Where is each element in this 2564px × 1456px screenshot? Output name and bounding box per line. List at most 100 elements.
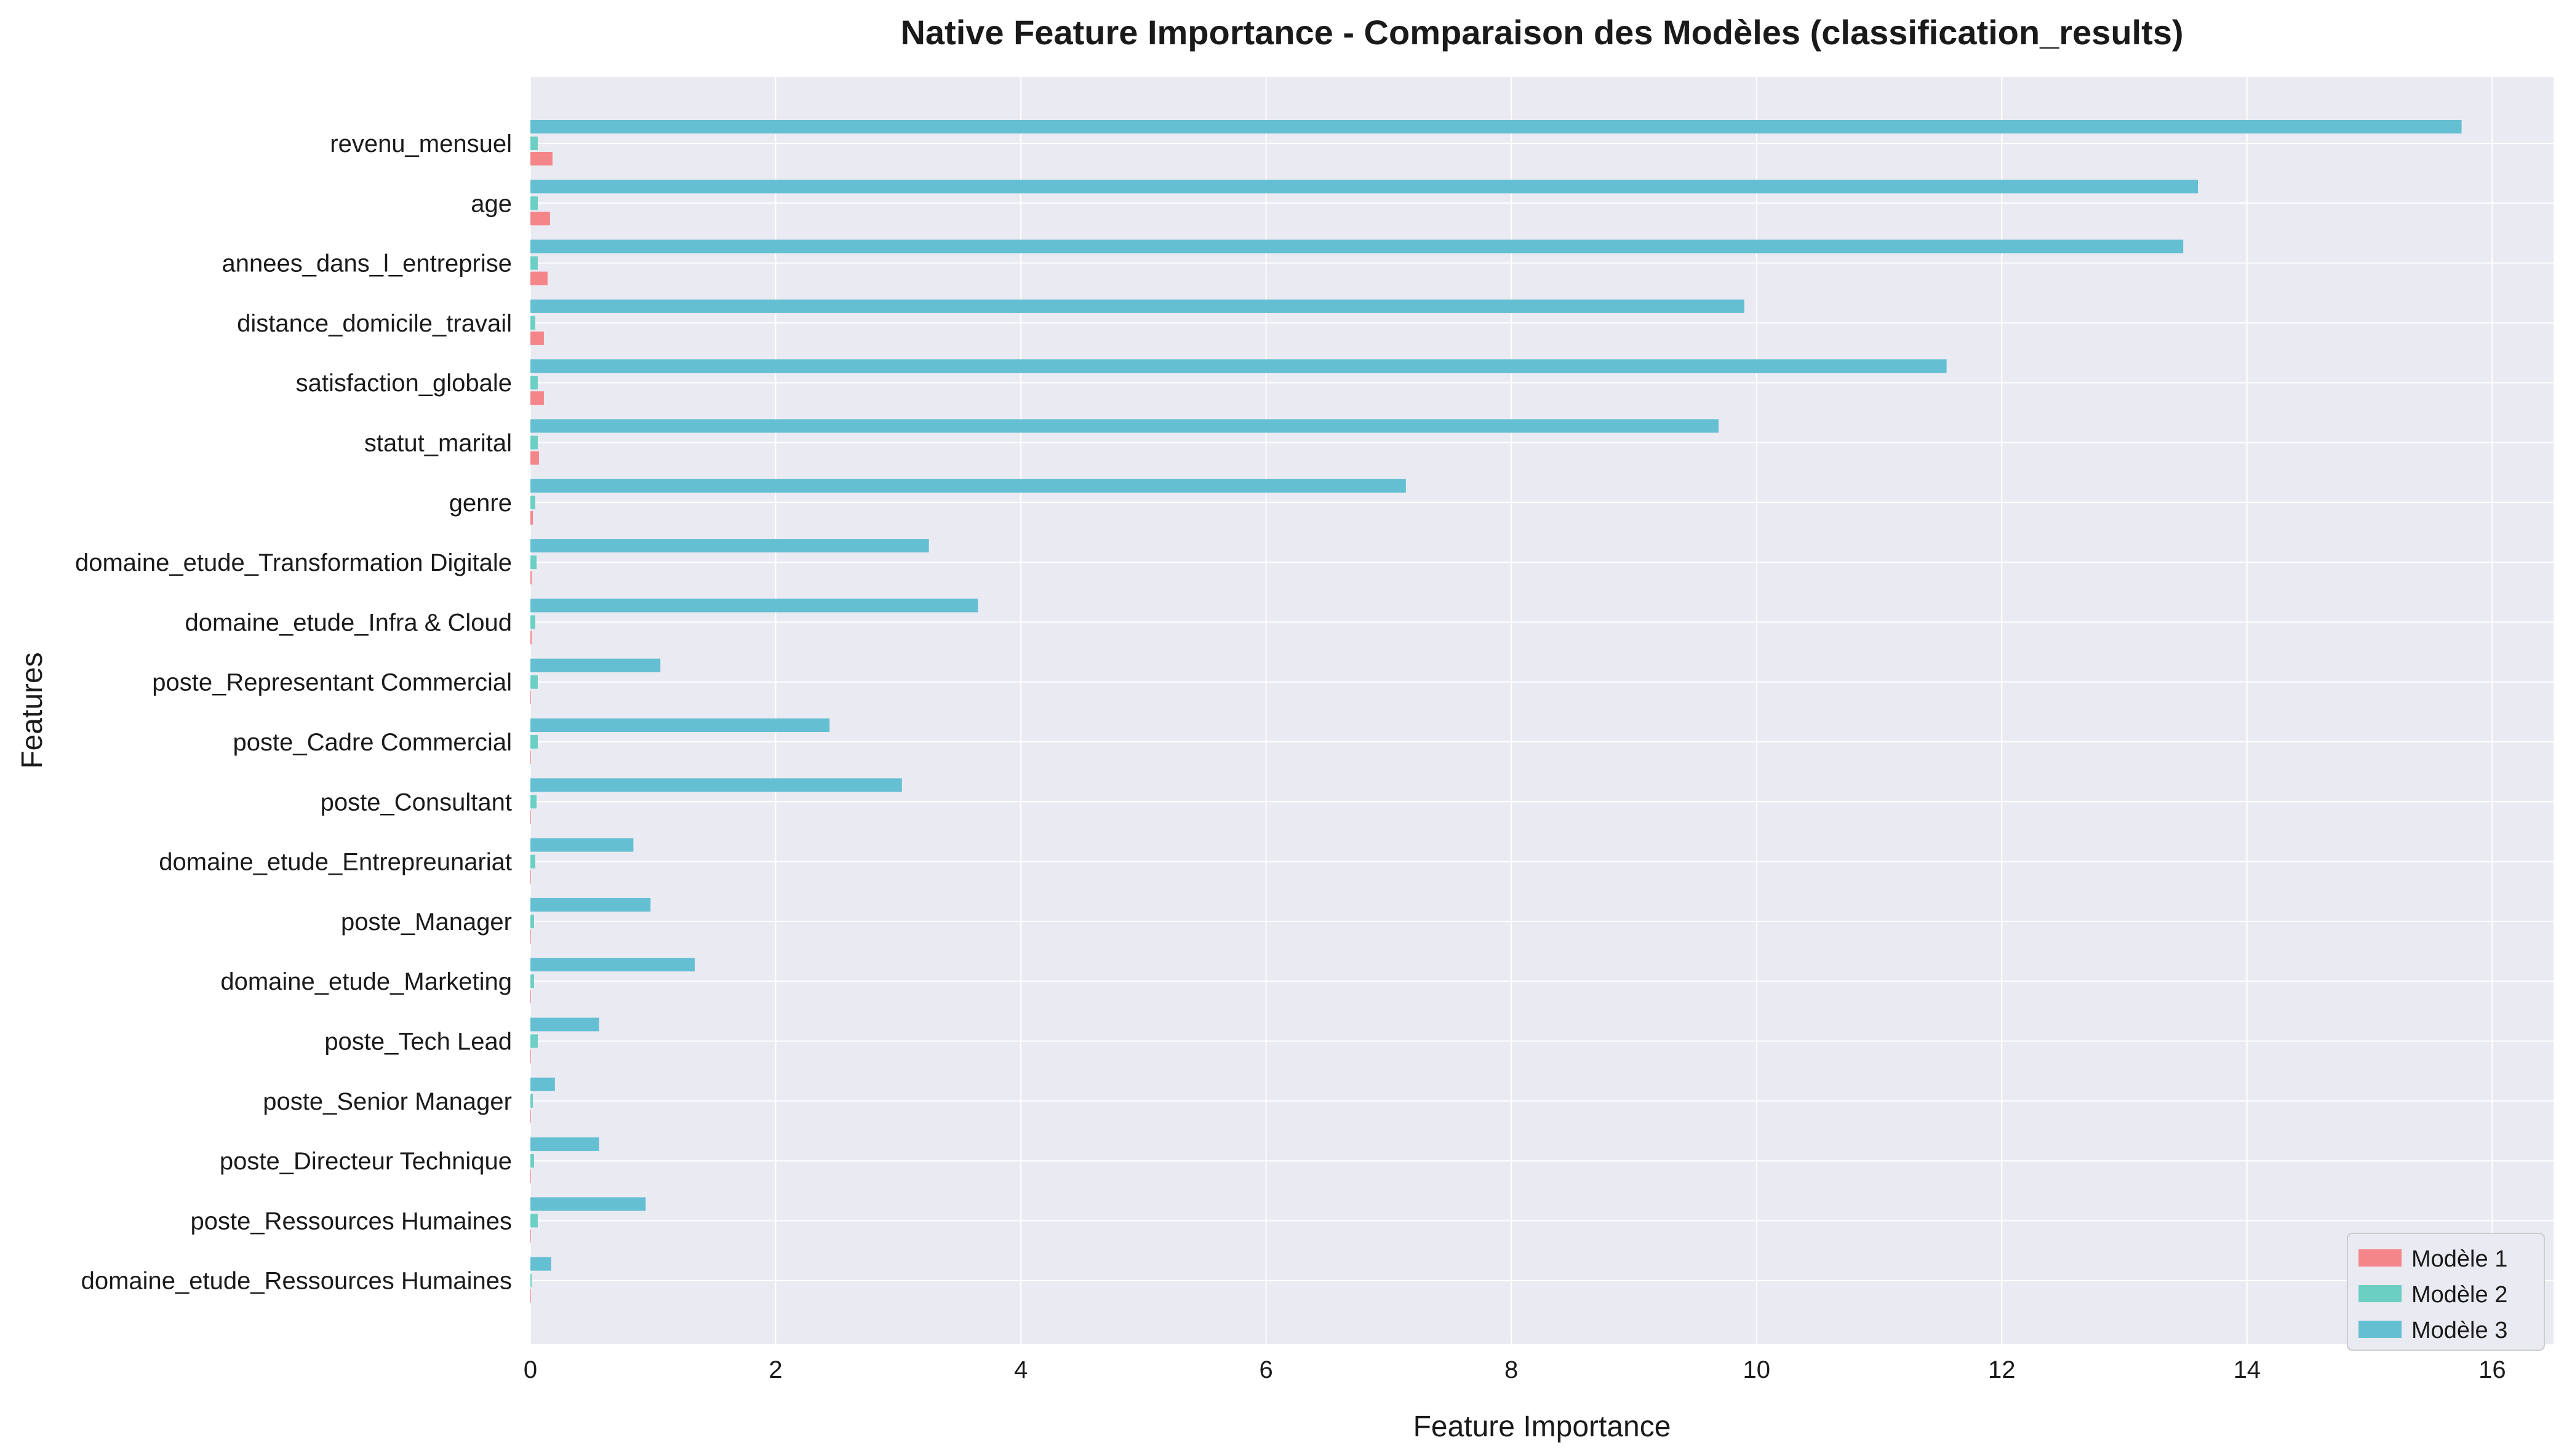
legend-label: Modèle 1 bbox=[2411, 1246, 2507, 1272]
bar-mod-le-3 bbox=[530, 897, 651, 912]
bar-mod-le-2 bbox=[530, 735, 538, 749]
bar-mod-le-3 bbox=[530, 599, 978, 613]
bar-mod-le-1 bbox=[530, 271, 548, 285]
y-tick-label: genre bbox=[449, 490, 512, 517]
bar-mod-le-1 bbox=[530, 690, 531, 704]
bar-mod-le-2 bbox=[530, 914, 534, 928]
bars bbox=[530, 120, 2462, 1303]
y-tick-label: poste_Ressources Humaines bbox=[191, 1207, 512, 1235]
y-tick-label: poste_Manager bbox=[341, 909, 512, 936]
legend-swatch bbox=[2358, 1285, 2402, 1302]
legend-swatch bbox=[2358, 1321, 2402, 1338]
bar-mod-le-1 bbox=[530, 1109, 531, 1123]
chart-title: Native Feature Importance - Comparaison … bbox=[900, 13, 2183, 52]
bar-mod-le-3 bbox=[530, 1257, 551, 1271]
gridlines bbox=[530, 77, 2554, 1344]
bar-mod-le-2 bbox=[530, 1154, 534, 1168]
bar-mod-le-1 bbox=[530, 1229, 531, 1243]
y-tick-label: poste_Representant Commercial bbox=[152, 669, 512, 696]
y-tick-label: poste_Senior Manager bbox=[263, 1088, 512, 1115]
bar-mod-le-3 bbox=[530, 239, 2184, 253]
legend-swatch bbox=[2358, 1249, 2402, 1267]
bar-mod-le-1 bbox=[530, 990, 531, 1004]
bar-mod-le-2 bbox=[530, 854, 535, 869]
bar-mod-le-2 bbox=[530, 316, 535, 330]
y-tick-label: poste_Cadre Commercial bbox=[233, 729, 512, 756]
bar-mod-le-2 bbox=[530, 1034, 538, 1048]
bar-mod-le-3 bbox=[530, 419, 1719, 433]
bar-mod-le-3 bbox=[530, 120, 2462, 133]
bar-mod-le-1 bbox=[530, 1289, 531, 1303]
y-tick-label: domaine_etude_Infra & Cloud bbox=[185, 609, 512, 636]
bar-mod-le-3 bbox=[530, 838, 634, 852]
x-tick-label: 14 bbox=[2234, 1356, 2261, 1383]
y-tick-label: poste_Consultant bbox=[321, 789, 512, 816]
bar-mod-le-3 bbox=[530, 658, 661, 672]
bar-mod-le-2 bbox=[530, 1094, 533, 1108]
y-tick-label: poste_Tech Lead bbox=[324, 1028, 512, 1056]
bar-mod-le-3 bbox=[530, 1197, 646, 1211]
bar-mod-le-3 bbox=[530, 299, 1744, 313]
bar-mod-le-1 bbox=[530, 451, 539, 465]
bar-mod-le-2 bbox=[530, 795, 537, 809]
y-tick-label: domaine_etude_Ressources Humaines bbox=[81, 1268, 512, 1295]
bar-mod-le-3 bbox=[530, 718, 830, 732]
x-tick-label: 8 bbox=[1504, 1356, 1518, 1383]
bar-mod-le-2 bbox=[530, 376, 538, 390]
bar-mod-le-2 bbox=[530, 196, 538, 210]
y-tick-label: revenu_mensuel bbox=[330, 130, 512, 157]
bar-mod-le-2 bbox=[530, 1214, 538, 1228]
x-tick-label: 12 bbox=[1988, 1356, 2016, 1383]
bar-mod-le-1 bbox=[530, 511, 533, 525]
y-tick-label: statut_marital bbox=[364, 430, 512, 457]
bar-mod-le-3 bbox=[530, 1017, 599, 1032]
bar-mod-le-1 bbox=[530, 571, 532, 585]
bar-mod-le-2 bbox=[530, 675, 538, 689]
bar-mod-le-2 bbox=[530, 256, 538, 270]
bar-mod-le-1 bbox=[530, 750, 531, 764]
x-tick-label: 0 bbox=[524, 1356, 537, 1383]
legend: Modèle 1 Modèle 2 Modèle 3 bbox=[2347, 1233, 2545, 1351]
bar-mod-le-3 bbox=[530, 1137, 599, 1152]
bar-mod-le-1 bbox=[530, 929, 531, 944]
bar-mod-le-3 bbox=[530, 539, 929, 553]
bar-mod-le-1 bbox=[530, 1049, 531, 1064]
bar-mod-le-3 bbox=[530, 359, 1947, 373]
y-tick-label: satisfaction_globale bbox=[296, 370, 512, 397]
bar-mod-le-1 bbox=[530, 631, 532, 645]
bar-mod-le-1 bbox=[530, 212, 550, 226]
legend-label: Modèle 2 bbox=[2411, 1282, 2507, 1308]
bar-mod-le-1 bbox=[530, 391, 544, 405]
bar-mod-le-3 bbox=[530, 180, 2199, 194]
y-tick-label: poste_Directeur Technique bbox=[220, 1148, 512, 1175]
bar-mod-le-1 bbox=[530, 152, 553, 165]
y-tick-label: domaine_etude_Marketing bbox=[220, 968, 512, 995]
legend-label: Modèle 3 bbox=[2411, 1318, 2507, 1343]
x-tick-label: 10 bbox=[1743, 1356, 1770, 1383]
bar-mod-le-3 bbox=[530, 958, 695, 972]
y-tick-label: domaine_etude_Transformation Digitale bbox=[75, 549, 512, 576]
bar-mod-le-1 bbox=[530, 810, 531, 824]
bar-mod-le-2 bbox=[530, 974, 534, 989]
plot-background bbox=[530, 77, 2554, 1344]
bar-mod-le-1 bbox=[530, 331, 544, 345]
x-tick-labels: 0 2 4 6 8 10 12 14 16 bbox=[524, 1356, 2506, 1383]
bar-mod-le-2 bbox=[530, 555, 537, 570]
x-tick-label: 2 bbox=[769, 1356, 782, 1383]
bar-mod-le-2 bbox=[530, 436, 538, 450]
bar-mod-le-3 bbox=[530, 1077, 555, 1091]
y-tick-label: distance_domicile_travail bbox=[237, 310, 512, 337]
bar-mod-le-1 bbox=[530, 870, 531, 884]
x-tick-label: 6 bbox=[1260, 1356, 1273, 1383]
bar-mod-le-3 bbox=[530, 479, 1406, 493]
x-tick-label: 16 bbox=[2478, 1356, 2506, 1383]
bar-mod-le-2 bbox=[530, 137, 538, 150]
bar-mod-le-3 bbox=[530, 778, 902, 792]
y-tick-label: domaine_etude_Entrepreunariat bbox=[159, 849, 512, 876]
x-axis-label: Feature Importance bbox=[1413, 1410, 1671, 1443]
x-tick-label: 4 bbox=[1014, 1356, 1028, 1383]
bar-mod-le-2 bbox=[530, 495, 535, 509]
y-axis-label: Features bbox=[16, 652, 49, 768]
